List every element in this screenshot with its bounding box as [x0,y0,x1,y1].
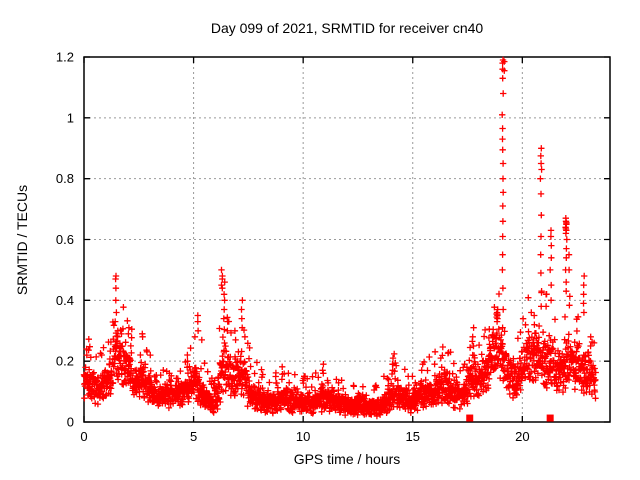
y-tick-label: 0.8 [56,171,74,186]
scatter-points [80,56,599,420]
x-tick-label: 5 [190,429,197,444]
y-tick-label: 0.2 [56,354,74,369]
y-tick-label: 1.2 [56,50,74,65]
y-tick-label: 0.6 [56,232,74,247]
y-tick-label: 1 [67,110,74,125]
x-tick-label: 15 [406,429,420,444]
event-square-marker [546,414,554,422]
x-tick-label: 0 [80,429,87,444]
plot-border [83,56,611,423]
y-tick-label: 0 [67,415,74,430]
x-axis-label: GPS time / hours [293,451,401,467]
y-tick-label: 0.4 [56,293,74,308]
x-tick-label: 10 [296,429,310,444]
chart-title: Day 099 of 2021, SRMTID for receiver cn4… [210,20,484,36]
x-tick-label: 20 [515,429,529,444]
event-square-marker [466,414,474,422]
